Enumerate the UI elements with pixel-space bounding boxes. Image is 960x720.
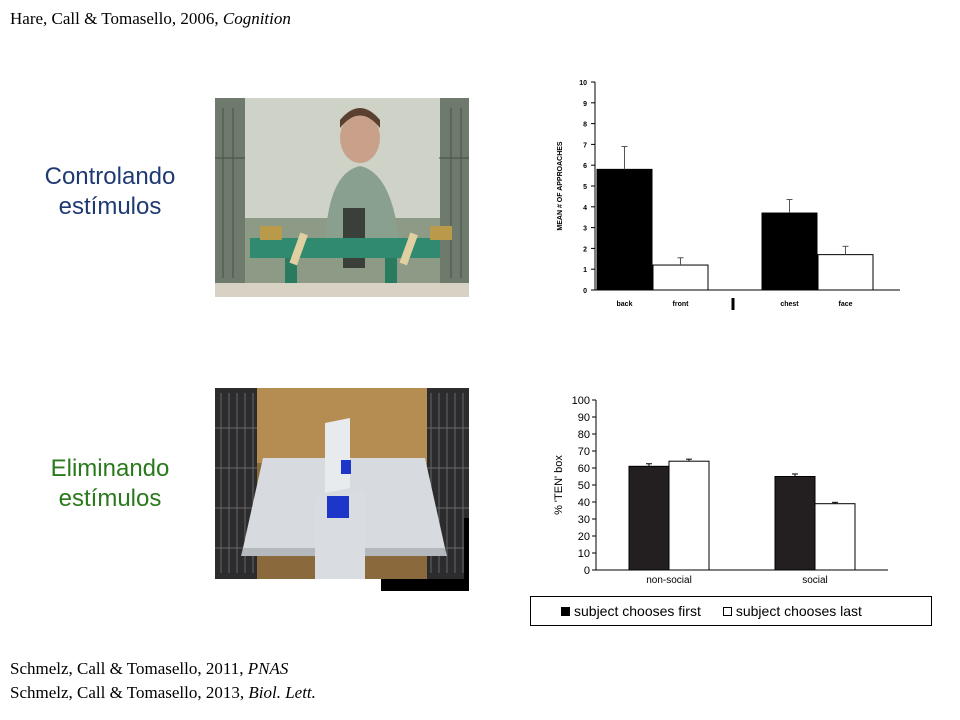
heading-eliminando: Eliminando estímulos bbox=[10, 454, 210, 514]
chart2-y-tick-label: 20 bbox=[578, 531, 590, 543]
chart1-y-tick-label: 10 bbox=[579, 80, 587, 87]
chart1-x-tick-label: chest bbox=[780, 301, 799, 308]
photo-occluder-apparatus bbox=[215, 388, 469, 591]
chart1-y-tick-label: 8 bbox=[583, 122, 587, 129]
bottom-reference-2-journal: Biol. Lett. bbox=[248, 683, 316, 702]
photo-experimenter bbox=[215, 98, 469, 297]
chart-ten-box: 0 10 20 30 40 50 60 70 80 90 100 % 'TEN' box non-soc… bbox=[553, 395, 888, 586]
chart1-y-tick-label: 2 bbox=[583, 246, 587, 253]
bottom-reference-1: Schmelz, Call & Tomasello, 2011, PNAS bbox=[10, 658, 288, 680]
chart1-y-tick-label: 3 bbox=[583, 226, 587, 233]
chart2-y-tick-label: 50 bbox=[578, 480, 590, 492]
chart1-x-tick-label: front bbox=[673, 301, 690, 308]
chart1-bar bbox=[761, 212, 818, 291]
heading-eliminando-line1: Eliminando bbox=[50, 455, 170, 482]
chart1-x-tick-label: face bbox=[838, 301, 852, 308]
legend-swatch-last bbox=[722, 606, 732, 616]
chart2-x-tick-label: social bbox=[802, 575, 828, 586]
heading-controlando: Controlando estímulos bbox=[10, 162, 210, 222]
chart2-bar bbox=[628, 465, 670, 571]
chart2-y-tick-label: 40 bbox=[578, 497, 590, 509]
chart2-y-tick-label: 70 bbox=[578, 446, 590, 458]
chart1-y-tick-label: 5 bbox=[583, 184, 587, 191]
chart2-y-tick-label: 100 bbox=[572, 395, 590, 407]
chart1-y-tick-label: 0 bbox=[583, 288, 587, 295]
chart1-y-tick-label: 7 bbox=[583, 142, 587, 149]
heading-controlando-line1: Controlando bbox=[44, 163, 176, 190]
legend-swatch-first bbox=[561, 606, 570, 616]
bottom-reference-2: Schmelz, Call & Tomasello, 2013, Biol. L… bbox=[10, 682, 316, 704]
chart1-y-tick-label: 1 bbox=[583, 267, 587, 274]
chart2-bar bbox=[774, 476, 816, 571]
chart2-y-tick-label: 0 bbox=[584, 565, 590, 577]
chart1-y-tick-label: 9 bbox=[583, 101, 587, 108]
top-reference-journal: Cognition bbox=[222, 9, 291, 28]
top-reference: Hare, Call & Tomasello, 2006, Cognition bbox=[10, 8, 291, 30]
chart2-bar bbox=[668, 460, 710, 571]
chart1-y-tick-label: 6 bbox=[583, 163, 587, 170]
chart1-y-tick-label: 4 bbox=[583, 205, 587, 212]
chart2-y-tick-label: 30 bbox=[578, 514, 590, 526]
top-reference-authors: Hare, Call & Tomasello, 2006, bbox=[10, 9, 223, 28]
chart1-bar bbox=[596, 168, 653, 291]
legend-label-last: subject chooses last bbox=[735, 603, 862, 619]
chart2-y-tick-label: 90 bbox=[578, 412, 590, 424]
chart2-y-tick-label: 10 bbox=[578, 548, 590, 560]
chart-approaches: 0 1 2 3 4 5 6 7 8 9 10 MEAN # OF APPROACHES back fron… bbox=[557, 80, 900, 310]
chart2-y-tick-label: 60 bbox=[578, 463, 590, 475]
chart1-y-axis-label: MEAN # OF APPROACHES bbox=[557, 141, 564, 231]
chart1-x-tick-label: back bbox=[617, 301, 633, 308]
bottom-reference-1-authors: Schmelz, Call & Tomasello, 2011, bbox=[10, 659, 248, 678]
chart1-bar bbox=[817, 254, 874, 291]
chart1-bar bbox=[652, 264, 709, 291]
chart2-bar bbox=[814, 503, 856, 571]
chart-ten-box-legend: subject chooses first subject chooses la… bbox=[530, 596, 932, 626]
bottom-reference-1-journal: PNAS bbox=[247, 659, 289, 678]
chart2-y-axis-label: % 'TEN' box bbox=[553, 455, 565, 515]
chart2-y-tick-label: 80 bbox=[578, 429, 590, 441]
legend-label-first: subject chooses first bbox=[574, 603, 701, 619]
heading-controlando-line2: estímulos bbox=[58, 193, 162, 220]
bottom-reference-2-authors: Schmelz, Call & Tomasello, 2013, bbox=[10, 683, 249, 702]
legend-item-last: subject chooses last bbox=[722, 603, 862, 619]
legend-item-first: subject chooses first bbox=[561, 603, 701, 619]
heading-eliminando-line2: estímulos bbox=[58, 485, 162, 512]
chart2-x-tick-label: non-social bbox=[646, 575, 692, 586]
